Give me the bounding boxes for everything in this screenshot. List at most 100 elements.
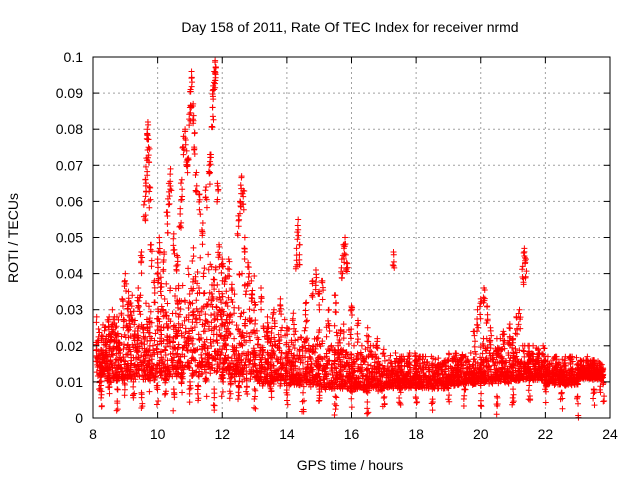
- data-point: [478, 369, 485, 376]
- data-point: [406, 364, 413, 371]
- data-point: [159, 358, 166, 365]
- data-point: [302, 354, 309, 361]
- data-point: [326, 328, 333, 335]
- data-point: [212, 356, 219, 363]
- data-point: [519, 266, 526, 273]
- data-point: [359, 373, 366, 380]
- data-point: [145, 159, 152, 166]
- data-point: [356, 365, 363, 372]
- data-point: [413, 369, 420, 376]
- data-point: [164, 229, 171, 236]
- data-point: [236, 271, 243, 278]
- data-point: [373, 344, 380, 351]
- data-point: [93, 347, 100, 354]
- data-point: [235, 396, 242, 403]
- data-point: [379, 403, 386, 410]
- data-point: [280, 361, 287, 368]
- data-point: [333, 369, 340, 376]
- data-point: [348, 365, 355, 372]
- data-point: [212, 70, 219, 77]
- data-point: [569, 371, 576, 378]
- data-point: [293, 372, 300, 379]
- data-point: [252, 393, 259, 400]
- data-point: [156, 249, 163, 256]
- data-point: [160, 307, 167, 314]
- data-point: [158, 303, 165, 310]
- data-point: [147, 319, 154, 326]
- data-point: [365, 409, 372, 416]
- data-point: [252, 354, 259, 361]
- data-point: [156, 368, 163, 375]
- data-point: [98, 394, 105, 401]
- data-point: [247, 357, 254, 364]
- data-point: [174, 304, 181, 311]
- data-point: [196, 336, 203, 343]
- data-point: [368, 348, 375, 355]
- data-point: [144, 154, 151, 161]
- data-point: [426, 378, 433, 385]
- data-point: [115, 375, 122, 382]
- data-point: [276, 308, 283, 315]
- data-point: [146, 342, 153, 349]
- data-point: [181, 297, 188, 304]
- data-point: [93, 313, 100, 320]
- data-point: [214, 368, 221, 375]
- data-point: [264, 313, 271, 320]
- data-point: [145, 121, 152, 128]
- data-point: [534, 369, 541, 376]
- data-point: [357, 384, 364, 391]
- data-point: [95, 326, 102, 333]
- data-point: [146, 204, 153, 211]
- data-point: [271, 371, 278, 378]
- data-point: [177, 324, 184, 331]
- data-point: [106, 390, 113, 397]
- data-point: [337, 347, 344, 354]
- data-point: [203, 183, 210, 190]
- data-point: [135, 348, 142, 355]
- data-point: [423, 374, 430, 381]
- data-point: [351, 360, 358, 367]
- data-point: [194, 268, 201, 275]
- data-point: [144, 324, 151, 331]
- data-point: [167, 165, 174, 172]
- data-point: [166, 192, 173, 199]
- data-point: [300, 397, 307, 404]
- data-point: [298, 356, 305, 363]
- data-point: [477, 344, 484, 351]
- data-point: [374, 376, 381, 383]
- data-point: [541, 345, 548, 352]
- data-point: [195, 191, 202, 198]
- data-point: [502, 379, 509, 386]
- data-point: [373, 369, 380, 376]
- data-point: [355, 336, 362, 343]
- data-point: [100, 321, 107, 328]
- data-point: [153, 384, 160, 391]
- data-point: [158, 280, 165, 287]
- data-point: [343, 372, 350, 379]
- data-point: [161, 312, 168, 319]
- data-point: [240, 206, 247, 213]
- data-point: [390, 251, 397, 258]
- data-point: [328, 342, 335, 349]
- data-point: [519, 263, 526, 270]
- data-point: [332, 379, 339, 386]
- data-point: [294, 229, 301, 236]
- data-point: [224, 265, 231, 272]
- data-point: [301, 327, 308, 334]
- data-point: [379, 362, 386, 369]
- data-point: [574, 360, 581, 367]
- data-point: [109, 321, 116, 328]
- data-point: [171, 389, 178, 396]
- data-point: [513, 314, 520, 321]
- data-point: [544, 364, 551, 371]
- data-point: [461, 392, 468, 399]
- data-point: [391, 264, 398, 271]
- data-point: [205, 359, 212, 366]
- data-point: [365, 333, 372, 340]
- data-point: [364, 410, 371, 417]
- data-point: [535, 350, 542, 357]
- data-point: [246, 358, 253, 365]
- data-point: [353, 374, 360, 381]
- data-point: [283, 339, 290, 346]
- data-point: [186, 330, 193, 337]
